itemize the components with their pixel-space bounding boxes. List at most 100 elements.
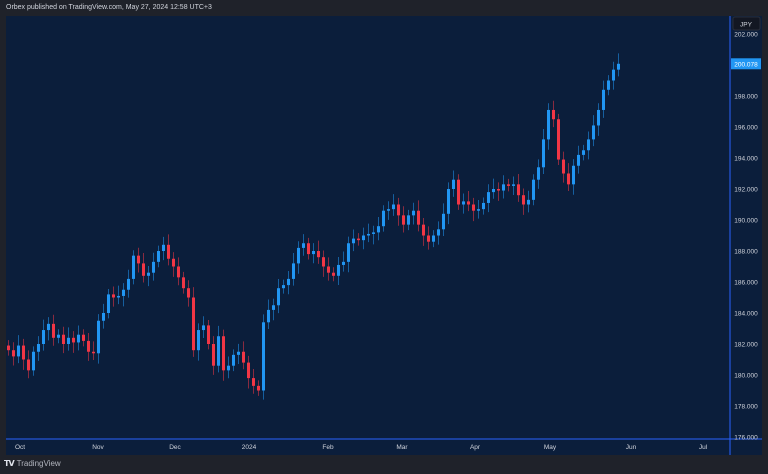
candle-down — [187, 280, 190, 307]
candle-up — [47, 317, 50, 341]
candle-up — [297, 241, 300, 274]
candle-down — [472, 197, 475, 222]
candle-body — [452, 179, 455, 189]
time-label: Dec — [169, 444, 181, 451]
candle-body — [122, 289, 125, 296]
candle-body — [397, 204, 400, 216]
candle-body — [12, 350, 15, 357]
candle-body — [22, 345, 25, 360]
candle-body — [377, 226, 380, 233]
price-label: 186.000 — [734, 280, 758, 287]
candle-body — [87, 340, 90, 352]
candle-up — [292, 253, 295, 286]
candle-up — [487, 184, 490, 213]
candle-up — [277, 279, 280, 314]
candle-body — [252, 378, 255, 386]
candle-body — [317, 251, 320, 258]
candle-up — [382, 205, 385, 232]
candle-up — [237, 343, 240, 364]
candle-down — [257, 380, 260, 396]
candle-body — [327, 266, 330, 273]
price-label: 202.000 — [734, 32, 758, 39]
candle-body — [357, 238, 360, 241]
candle-body — [432, 235, 435, 242]
time-label: Apr — [470, 444, 481, 451]
candle-body — [322, 257, 325, 267]
time-label: 2024 — [242, 444, 257, 451]
candle-body — [587, 139, 590, 151]
candle-up — [387, 201, 390, 220]
candle-body — [257, 385, 260, 391]
candle-body — [262, 322, 265, 391]
candle-body — [7, 345, 10, 351]
candle-down — [137, 247, 140, 273]
candle-body — [487, 192, 490, 203]
candle-body — [522, 195, 525, 205]
last-price-label: 200.078 — [734, 61, 758, 68]
candle-up — [267, 299, 270, 329]
price-axis[interactable]: 202.000 198.000 196.000 194.000 192.000 190.0… — [734, 32, 758, 442]
candle-up — [122, 283, 125, 307]
time-label: Mar — [396, 444, 408, 451]
candle-body — [112, 294, 115, 298]
candle-body — [547, 109, 550, 140]
candle-up — [597, 103, 600, 136]
candle-body — [157, 251, 160, 262]
candle-up — [527, 190, 530, 213]
candle-body — [247, 362, 250, 379]
candle-body — [367, 233, 370, 236]
candle-up — [352, 229, 355, 252]
candle-body — [117, 295, 120, 298]
candle-down — [142, 253, 145, 283]
candle-up — [102, 303, 105, 329]
time-axis[interactable]: Oct Nov Dec 2024 Feb Mar Apr May Jun Jul — [15, 444, 708, 451]
candle-body — [392, 204, 395, 210]
candle-body — [212, 344, 215, 366]
candle-body — [132, 255, 135, 279]
candle-down — [167, 234, 170, 266]
candle-up — [532, 174, 535, 206]
time-label: Feb — [322, 444, 334, 451]
candle-body — [442, 213, 445, 230]
time-label: Oct — [15, 444, 25, 451]
candle-up — [337, 257, 340, 285]
candle-down — [317, 240, 320, 264]
candle-down — [322, 250, 325, 277]
candle-body — [342, 261, 345, 265]
candle-down — [332, 267, 335, 282]
candle-down — [517, 173, 520, 202]
candle-body — [602, 89, 605, 110]
candle-up — [362, 227, 365, 250]
candle-body — [507, 184, 510, 186]
time-label: Jul — [699, 444, 708, 451]
candle-body — [62, 334, 65, 344]
candle-body — [597, 109, 600, 126]
candle-down — [52, 314, 55, 346]
candle-body — [347, 243, 350, 262]
candle-body — [287, 278, 290, 286]
candle-body — [362, 235, 365, 241]
candle-up — [77, 325, 80, 351]
candle-down — [12, 342, 15, 366]
price-label: 196.000 — [734, 125, 758, 132]
candle-down — [567, 163, 570, 192]
candle-body — [267, 309, 270, 323]
plot-area[interactable] — [6, 16, 762, 455]
candle-body — [412, 210, 415, 216]
candle-body — [532, 179, 535, 200]
candle-down — [247, 355, 250, 389]
candle-down — [467, 191, 470, 212]
candle-up — [217, 325, 220, 373]
candle-up — [442, 203, 445, 236]
currency-badge[interactable] — [732, 16, 761, 31]
candle-up — [152, 252, 155, 281]
tradingview-logo-icon: 𝗧𝗩 — [4, 459, 15, 468]
candle-up — [372, 225, 375, 245]
candle-body — [32, 351, 35, 371]
candle-down — [82, 329, 85, 347]
candle-up — [272, 298, 275, 321]
candle-up — [477, 200, 480, 219]
candle-up — [592, 115, 595, 147]
candle-body — [97, 320, 100, 354]
